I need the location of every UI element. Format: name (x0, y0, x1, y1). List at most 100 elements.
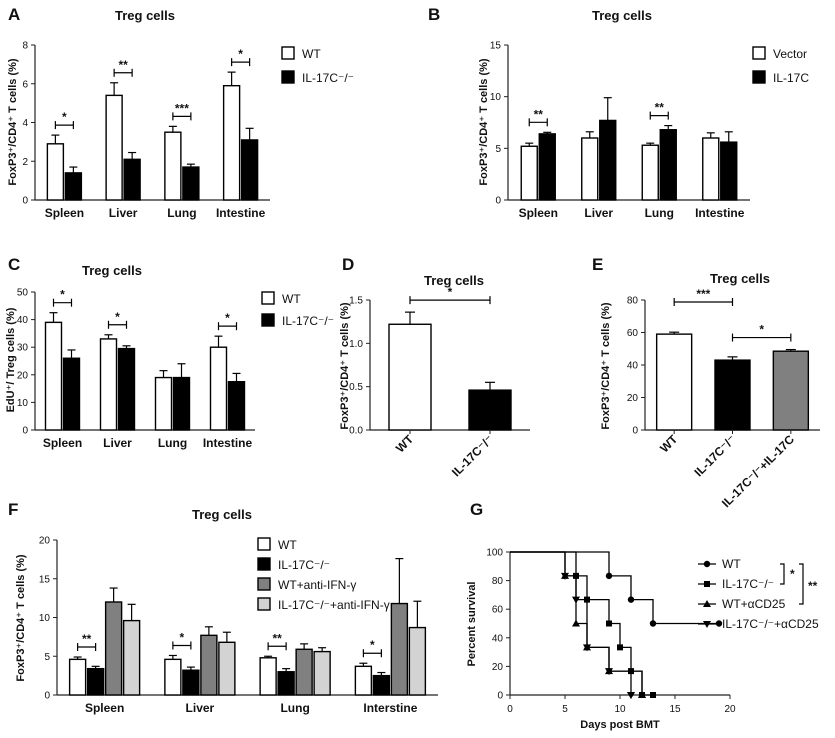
x-tick-label: 10 (614, 704, 626, 715)
y-tick-label: 40 (17, 315, 29, 326)
legend-label: WT (278, 538, 297, 552)
bar-1 (240, 139, 259, 201)
legend-swatch (281, 70, 295, 84)
bar-0 (354, 665, 373, 696)
y-tick-label: 80 (492, 576, 504, 587)
y-axis-label: FoxP3⁺/CD4⁺ T cells (%) (7, 58, 19, 185)
y-tick-label: 10 (490, 92, 502, 103)
bar-3 (218, 641, 236, 696)
y-tick-label: 0 (22, 196, 28, 207)
legend-swatch (281, 46, 295, 60)
x-category-label: WT (657, 432, 681, 456)
y-tick-label: 0 (22, 426, 28, 437)
y-tick-label: 60 (492, 605, 504, 616)
marker-triangle-up (638, 691, 646, 698)
bar-0 (581, 137, 599, 201)
y-tick-label: 2 (22, 157, 28, 168)
bar-0 (164, 131, 182, 201)
y-tick-label: 30 (17, 343, 29, 354)
y-tick-label: 0.5 (349, 382, 363, 393)
bar-1 (277, 671, 295, 696)
bar-1 (538, 133, 556, 201)
bar-1 (182, 166, 200, 201)
y-tick-label: 40 (627, 361, 639, 372)
y-tick-label: 20 (17, 370, 29, 381)
y-tick-label: 6 (22, 79, 28, 90)
y-tick-label: 80 (627, 296, 639, 307)
bar-2 (200, 634, 218, 696)
y-tick-label: 0.0 (349, 426, 363, 437)
marker-square (650, 692, 656, 698)
x-tick-label: 15 (669, 704, 681, 715)
marker-circle (703, 560, 711, 568)
significance-label: ** (808, 579, 818, 593)
marker-circle (627, 596, 635, 603)
y-tick-label: 5 (495, 144, 501, 155)
x-category-label: Intestine (203, 436, 253, 450)
bar-2 (295, 648, 313, 696)
significance-label: * (238, 47, 243, 61)
significance-label: *** (175, 101, 189, 115)
legend-swatch (752, 70, 766, 84)
significance-label: * (790, 567, 795, 581)
bar-2 (390, 602, 409, 696)
significance-bracket (780, 563, 785, 585)
panel-title: Treg cells (192, 507, 252, 522)
bar-3 (408, 626, 427, 696)
marker-circle (715, 620, 723, 627)
panel-letter: C (8, 255, 20, 274)
bar-1 (659, 129, 677, 201)
legend-swatch (257, 597, 271, 611)
x-category-label: Intestine (695, 206, 745, 220)
marker-triangle-down (583, 644, 591, 652)
y-tick-label: 0 (632, 426, 638, 437)
y-tick-label: 0 (44, 691, 50, 702)
bar-3 (122, 619, 141, 696)
x-category-label: Lung (167, 206, 196, 220)
y-tick-label: 60 (627, 328, 639, 339)
bar-0 (44, 321, 63, 431)
legend-label: WT (302, 47, 321, 61)
bar-1 (86, 667, 105, 696)
bar (388, 323, 432, 431)
marker-circle (649, 620, 657, 627)
y-axis-label: FoxP3⁺/CD4⁺ T cells (%) (600, 302, 612, 429)
panel-title: Treg cells (82, 263, 142, 278)
y-tick-label: 8 (22, 41, 28, 52)
legend-label: IL-17C⁻/⁻ (722, 577, 774, 591)
panel-e: E Treg cells 0 20 40 60 80 FoxP3⁺/CD4⁺ T cells … (592, 255, 820, 510)
bar-0 (209, 346, 228, 431)
bar-0 (46, 143, 65, 201)
panel-letter: B (428, 5, 440, 24)
bar-0 (520, 145, 538, 201)
y-tick-label: 0 (495, 196, 501, 207)
marker-triangle-down (572, 596, 580, 604)
significance-label: ** (534, 107, 544, 121)
x-category-label: Liver (584, 206, 613, 220)
significance-label: * (225, 311, 230, 325)
bar-1 (599, 119, 617, 201)
y-axis-label: FoxP3⁺/CD4⁺ T cells (%) (339, 302, 351, 429)
bar (655, 333, 693, 431)
y-tick-label: 0 (497, 691, 503, 702)
y-tick-label: 40 (492, 633, 504, 644)
panel-title: Treg cells (710, 271, 770, 286)
y-tick-label: 20 (627, 393, 639, 404)
panel-f: F Treg cells 0 5 10 15 20 FoxP3⁺/CD4⁺ T cells (… (8, 500, 438, 715)
bar-1 (123, 158, 141, 201)
marker-triangle-up (703, 600, 711, 607)
survival-line-0 (510, 551, 719, 625)
x-category-label: Lung (280, 701, 309, 715)
y-axis-label: Percent survival (466, 582, 478, 667)
legend-label: IL-17C⁻/⁻+αCD25 (722, 617, 819, 631)
panel-letter: G (470, 500, 483, 519)
panel-letter: E (592, 255, 603, 274)
legend-swatch (257, 557, 271, 571)
x-category-label: Liver (109, 206, 138, 220)
bar-0 (641, 144, 659, 201)
significance-label: ** (272, 631, 282, 645)
legend-swatch (257, 577, 271, 591)
bar-1 (64, 172, 83, 201)
